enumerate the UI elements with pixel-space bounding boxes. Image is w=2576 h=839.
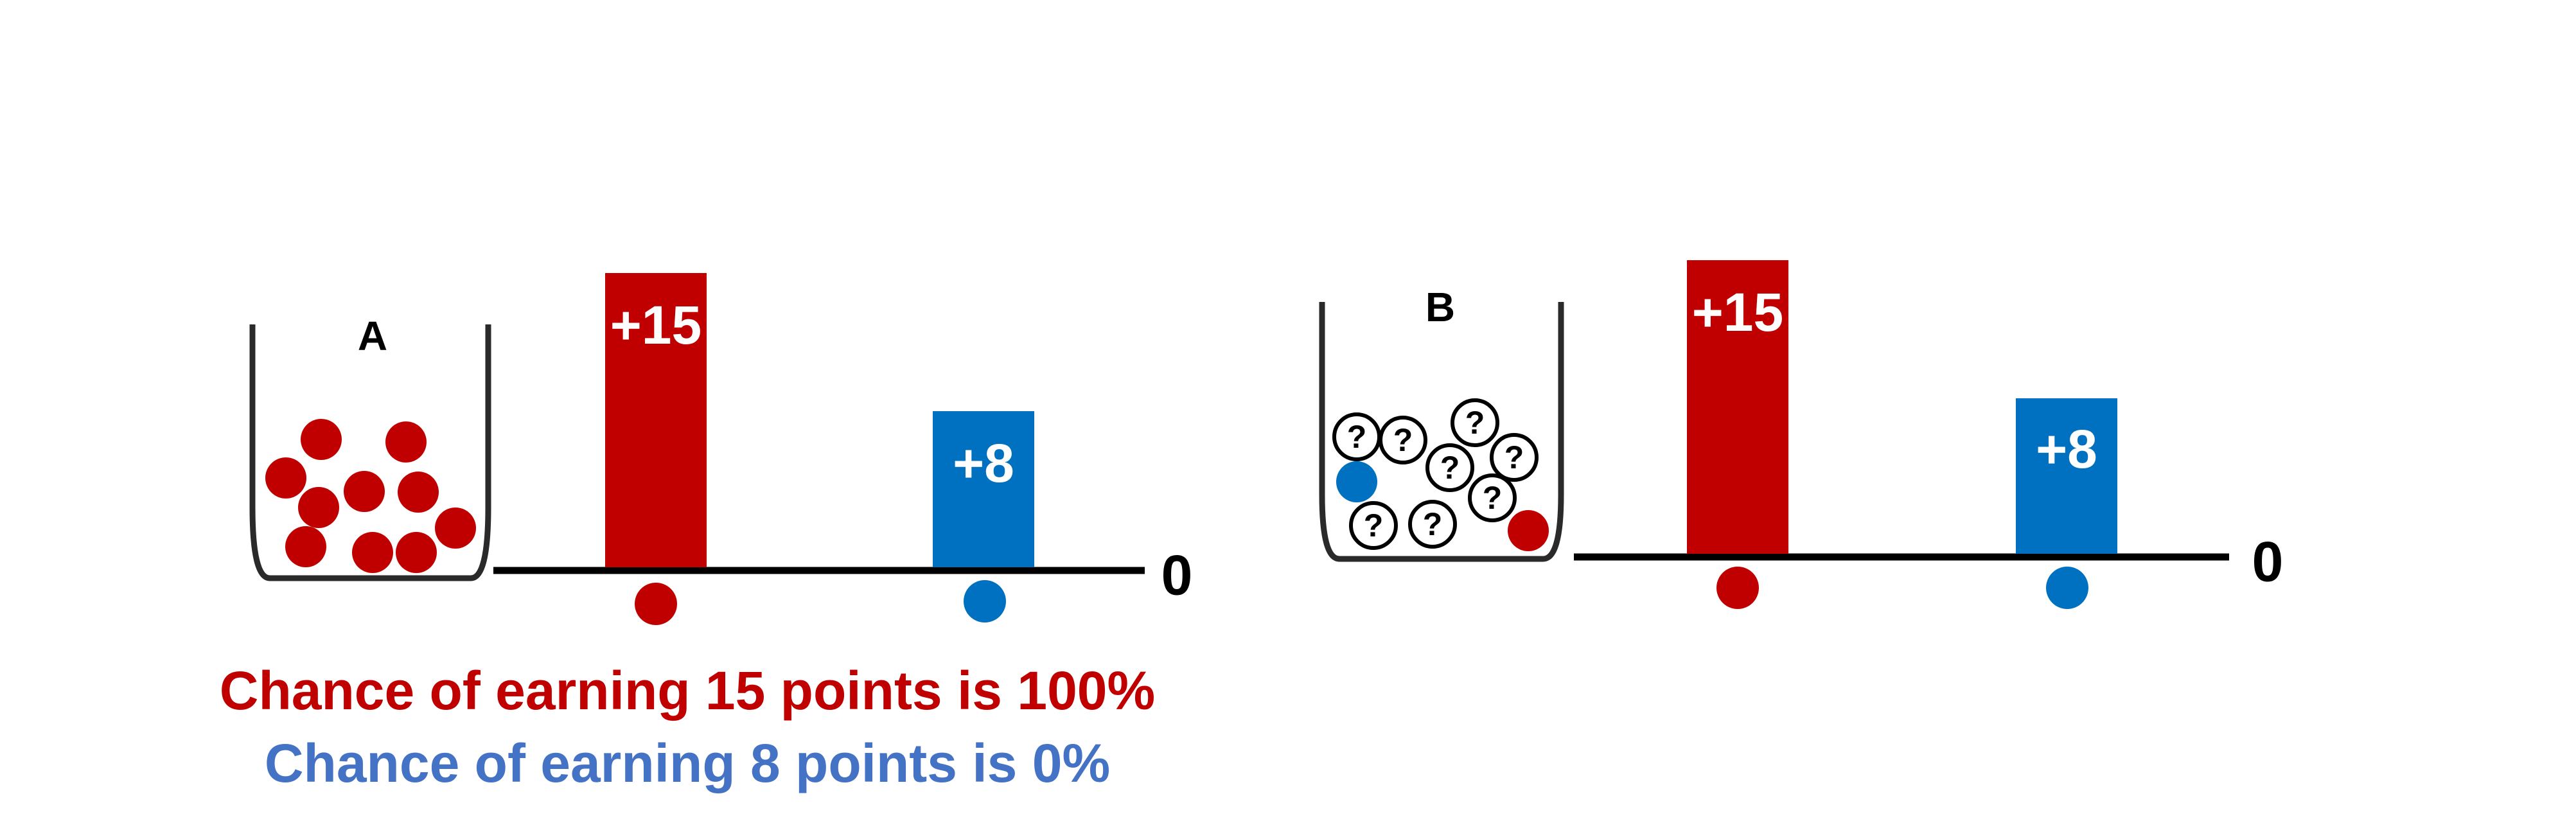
red-ball [385, 421, 427, 463]
svg-text:?: ? [1504, 439, 1524, 475]
panel-a: A 0 +15 +8 [249, 273, 1193, 625]
bar-a-blue-label: +8 [953, 433, 1014, 493]
svg-text:?: ? [1423, 506, 1443, 542]
urn-a-balls [265, 419, 476, 573]
unknown-ball: ? [1332, 412, 1381, 461]
panel-b: B ? ? ? ? ? ? [1319, 260, 2284, 609]
unknown-ball: ? [1468, 473, 1517, 522]
red-ball [1508, 510, 1549, 551]
urn-b [1319, 302, 1564, 562]
blue-ball-indicator-b [2046, 567, 2088, 609]
urn-b-balls: ? ? ? ? ? ? ? [1332, 398, 1549, 551]
blue-ball-indicator-a [964, 580, 1006, 623]
red-ball [398, 472, 439, 513]
bar-a-blue [933, 411, 1034, 567]
unknown-ball: ? [1425, 443, 1474, 492]
blue-ball [1336, 461, 1377, 502]
bar-b-blue-label: +8 [2036, 419, 2097, 479]
bar-a-red [605, 273, 707, 567]
unknown-ball: ? [1451, 398, 1499, 447]
red-ball-indicator-a [635, 583, 677, 625]
svg-text:?: ? [1393, 422, 1413, 458]
red-ball-indicator-b [1716, 567, 1759, 609]
caption-line-1: Chance of earning 15 points is 100% [220, 660, 1155, 721]
red-ball [301, 419, 342, 460]
bar-b-blue [2016, 398, 2117, 554]
red-ball [435, 508, 476, 549]
bar-a-red-label: +15 [610, 295, 702, 355]
bar-b-red [1687, 260, 1788, 554]
urn-a [249, 324, 491, 581]
caption-line-2: Chance of earning 8 points is 0% [265, 733, 1110, 793]
red-ball [285, 526, 326, 567]
unknown-ball: ? [1379, 416, 1427, 464]
svg-text:?: ? [1440, 450, 1460, 486]
unknown-ball: ? [1490, 433, 1539, 482]
red-ball [265, 457, 306, 499]
bar-b-red-label: +15 [1692, 282, 1784, 342]
svg-text:?: ? [1465, 405, 1485, 441]
red-ball [344, 471, 385, 512]
unknown-ball: ? [1349, 501, 1398, 550]
zero-label-b: 0 [2252, 529, 2284, 593]
urn-b-label: B [1425, 284, 1455, 330]
urn-a-label: A [358, 313, 387, 359]
unknown-ball: ? [1408, 500, 1457, 549]
svg-text:?: ? [1483, 480, 1503, 516]
svg-text:?: ? [1364, 508, 1384, 543]
red-ball [396, 532, 437, 573]
red-ball [298, 487, 339, 528]
red-ball [352, 532, 393, 573]
svg-text:?: ? [1347, 419, 1367, 455]
zero-label-a: 0 [1161, 543, 1193, 606]
